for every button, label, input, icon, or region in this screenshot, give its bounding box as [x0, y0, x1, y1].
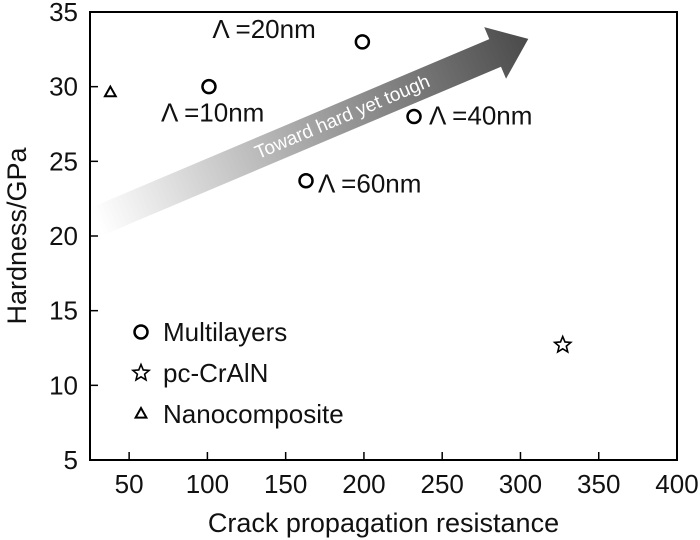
- legend-marker-circle: [133, 324, 149, 340]
- point-triangle-2-0: [103, 84, 118, 98]
- x-tick-label-250: 250: [421, 469, 464, 499]
- x-axis-title: Crack propagation resistance: [208, 508, 559, 538]
- trend-arrow-shape: [91, 27, 529, 235]
- point-labels: Λ =10nm Λ =20nm Λ =40nm Λ =60nm: [161, 14, 532, 199]
- y-tick-label-10: 10: [49, 370, 78, 400]
- point-circle-0-3: [298, 172, 314, 189]
- point-circle-0-2: [406, 108, 422, 125]
- trend-arrow-label: Toward hard yet tough: [252, 71, 433, 164]
- x-tick-label-400: 400: [655, 469, 698, 499]
- y-tick-label-30: 30: [49, 72, 78, 102]
- y-tick-label-20: 20: [49, 221, 78, 251]
- y-tick-label-35: 35: [49, 0, 78, 27]
- legend-label-star: pc-CrAlN: [163, 358, 268, 388]
- x-tick-label-300: 300: [499, 469, 542, 499]
- point-label-0-3: Λ =60nm: [318, 169, 421, 199]
- x-tick-label-200: 200: [342, 469, 385, 499]
- point-star-1-0: [552, 334, 573, 354]
- point-circle-0-0: [201, 78, 217, 95]
- y-tick-label-25: 25: [49, 146, 78, 176]
- x-tick-label-100: 100: [186, 469, 229, 499]
- x-tick-label-350: 350: [577, 469, 620, 499]
- y-tick-label-5: 5: [64, 445, 78, 475]
- y-axis-title: Hardness/GPa: [2, 146, 32, 324]
- data-points: [103, 34, 573, 354]
- x-axis: 50 100 150 200 250 300 350 400: [115, 452, 699, 499]
- legend-label-triangle: Nanocomposite: [163, 399, 344, 429]
- y-axis: 5 10 15 20 25 30 35: [49, 0, 98, 475]
- legend: Multilayers pc-CrAlN Nanocomposite: [130, 317, 344, 429]
- plot-area-frame: [89, 11, 678, 461]
- legend-marker-triangle: [133, 405, 149, 419]
- legend-marker-star: [130, 362, 152, 382]
- point-circle-0-1: [354, 34, 371, 50]
- x-tick-label-150: 150: [264, 469, 307, 499]
- legend-label-circle: Multilayers: [163, 317, 287, 347]
- point-label-0-1: Λ =20nm: [212, 14, 315, 44]
- y-tick-label-15: 15: [49, 296, 78, 326]
- point-label-0-0: Λ =10nm: [161, 98, 264, 128]
- point-label-0-2: Λ =40nm: [429, 101, 532, 131]
- x-tick-label-50: 50: [115, 469, 144, 499]
